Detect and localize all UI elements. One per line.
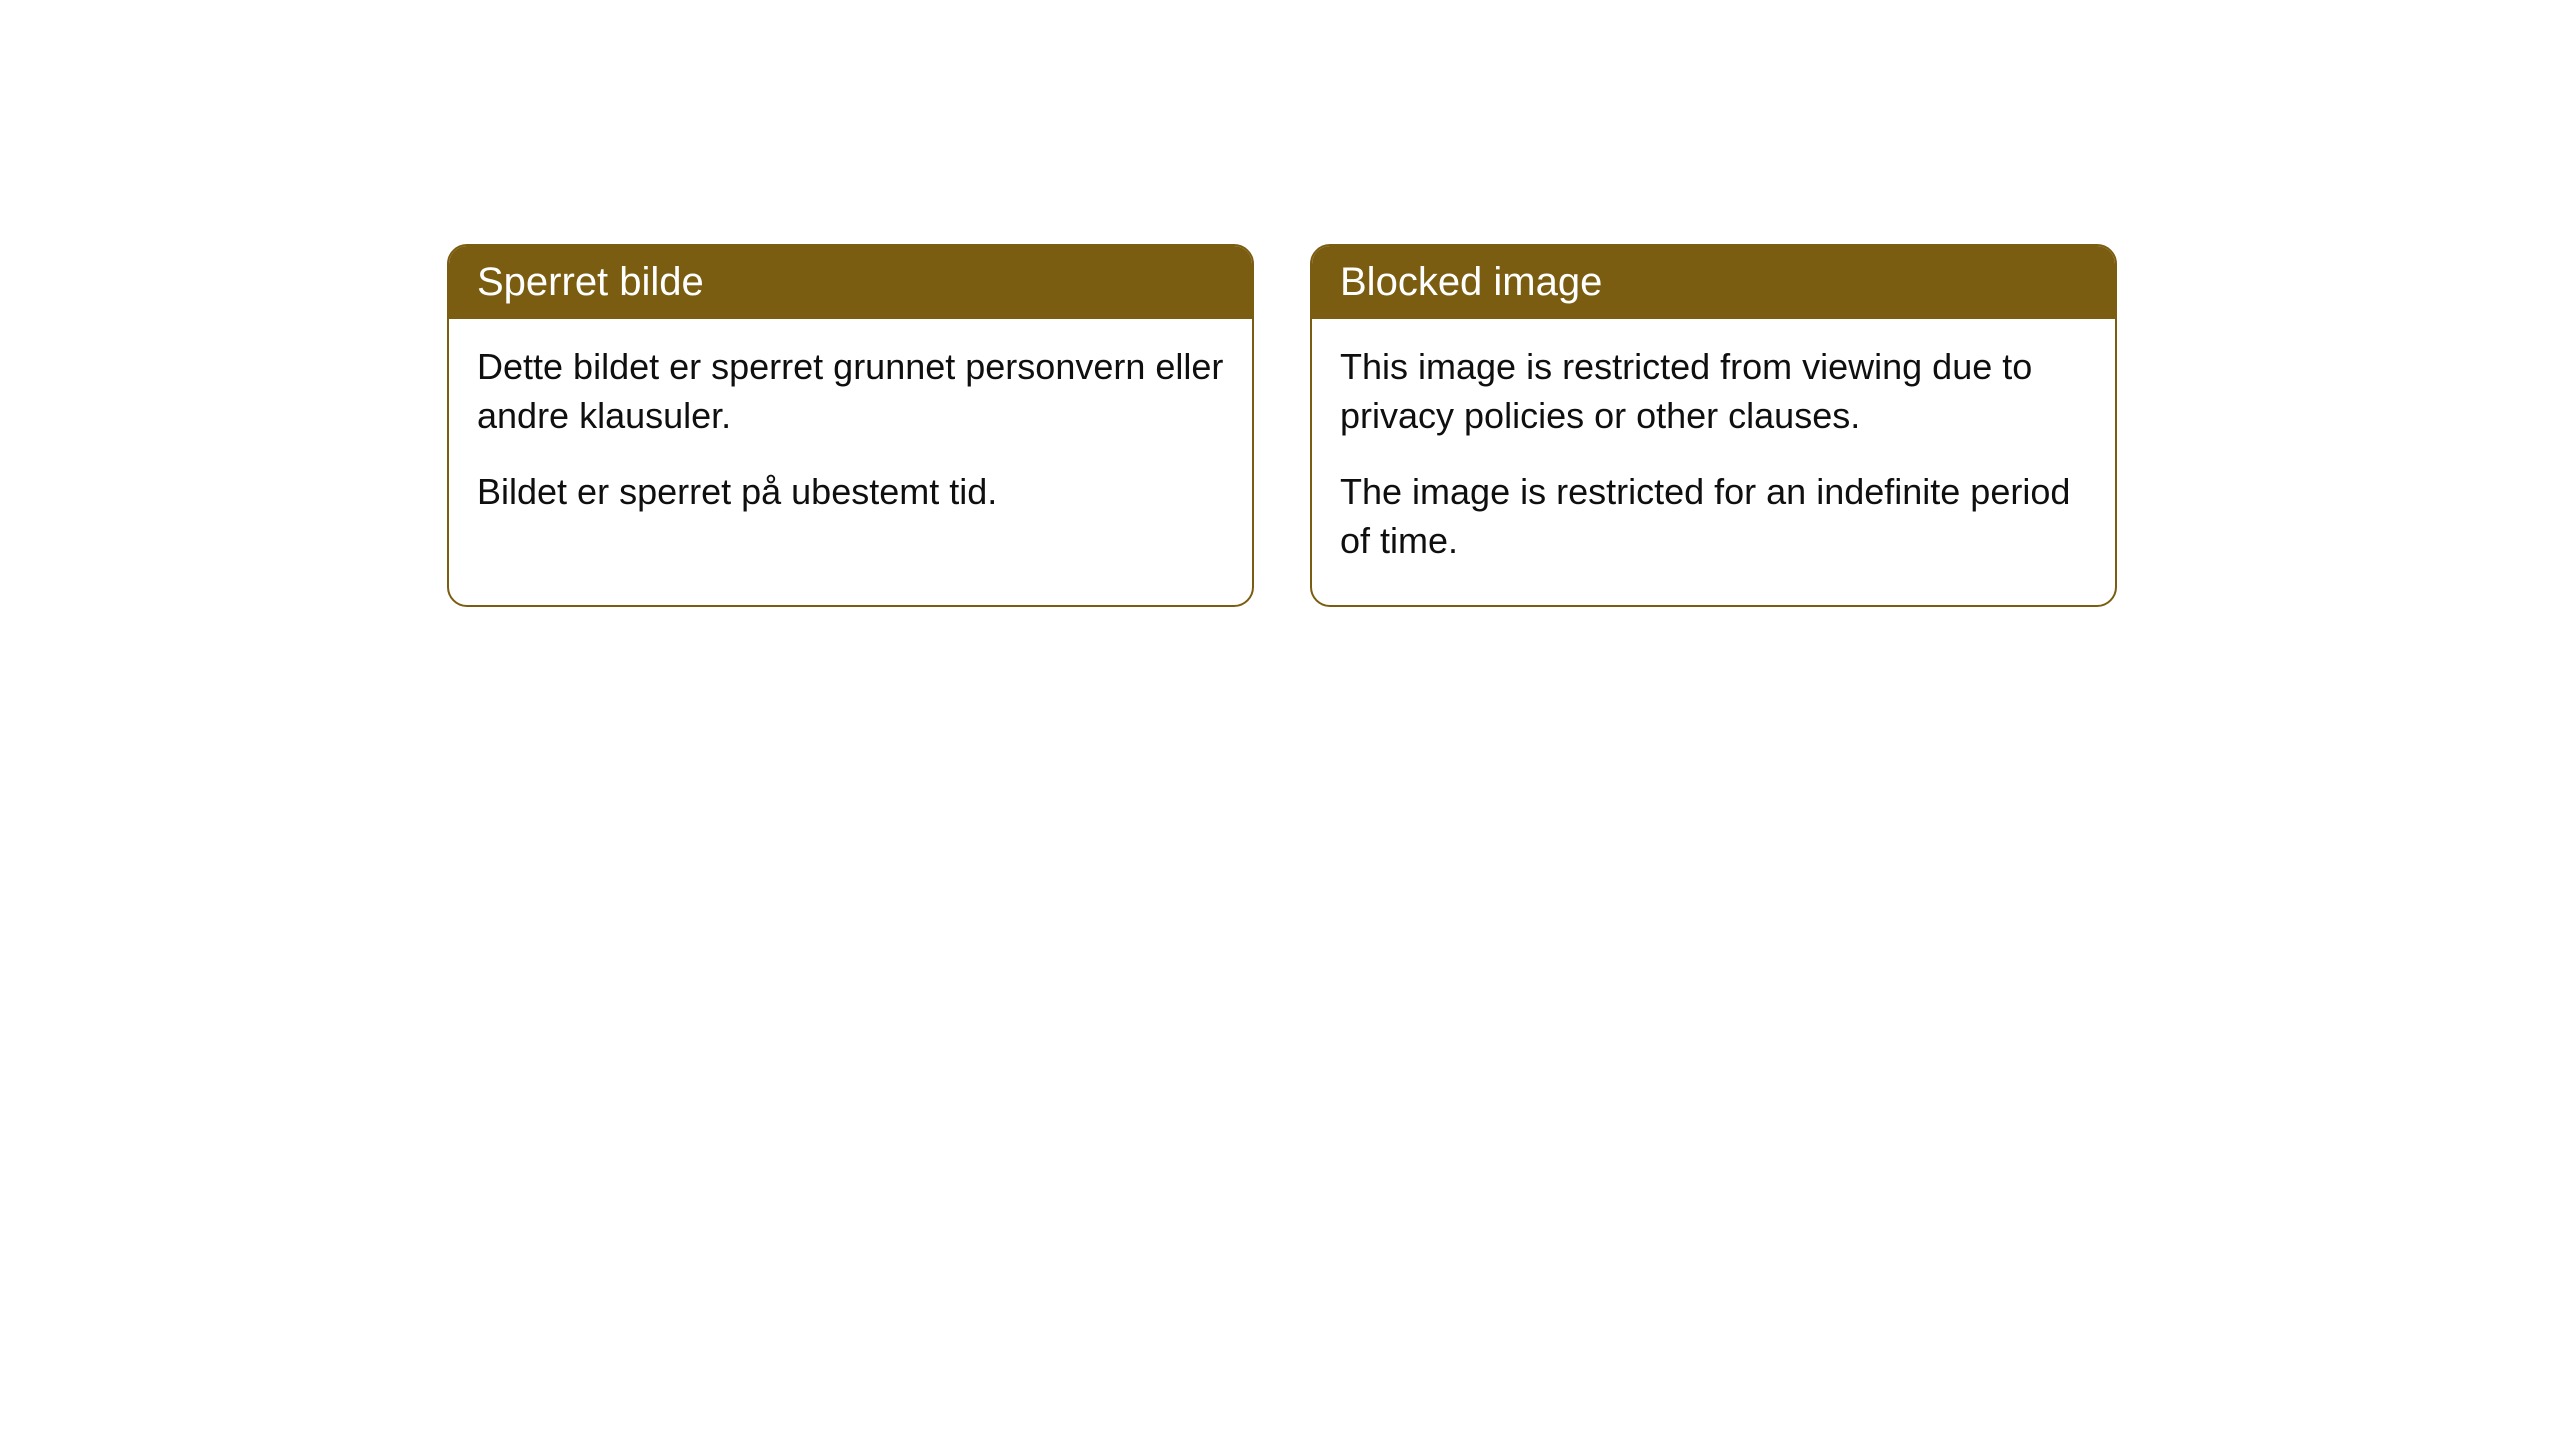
notice-cards-container: Sperret bilde Dette bildet er sperret gr… — [0, 0, 2560, 607]
blocked-image-card-norwegian: Sperret bilde Dette bildet er sperret gr… — [447, 244, 1254, 607]
card-paragraph: The image is restricted for an indefinit… — [1340, 468, 2087, 565]
card-paragraph: Bildet er sperret på ubestemt tid. — [477, 468, 1224, 517]
card-body: Dette bildet er sperret grunnet personve… — [449, 319, 1252, 557]
card-title: Sperret bilde — [477, 260, 704, 304]
blocked-image-card-english: Blocked image This image is restricted f… — [1310, 244, 2117, 607]
card-body: This image is restricted from viewing du… — [1312, 319, 2115, 605]
card-paragraph: Dette bildet er sperret grunnet personve… — [477, 343, 1224, 440]
card-title: Blocked image — [1340, 260, 1602, 304]
card-header: Blocked image — [1312, 246, 2115, 319]
card-paragraph: This image is restricted from viewing du… — [1340, 343, 2087, 440]
card-header: Sperret bilde — [449, 246, 1252, 319]
